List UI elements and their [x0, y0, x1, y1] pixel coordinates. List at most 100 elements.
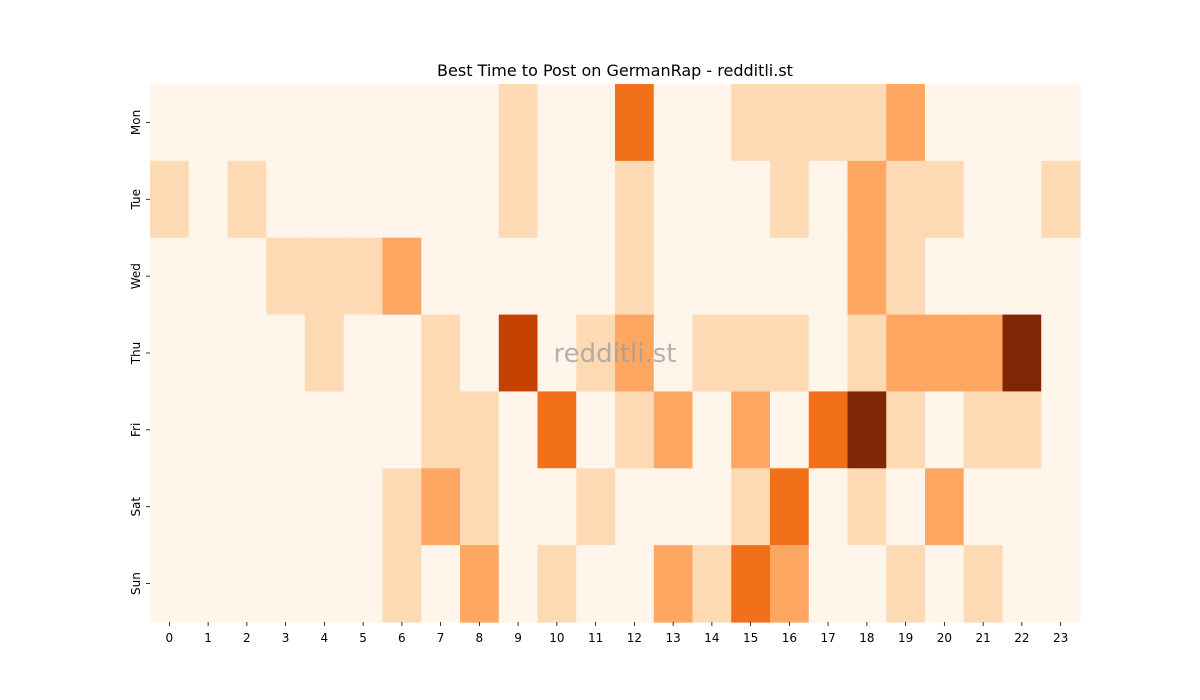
heatmap-cell-fri-0	[150, 391, 190, 469]
heatmap-cell-sun-16	[770, 545, 810, 623]
heatmap-cell-thu-22	[1002, 314, 1042, 393]
heatmap-cell-fri-20	[925, 391, 965, 469]
heatmap-cell-sun-5	[343, 545, 384, 623]
heatmap-cell-fri-11	[576, 391, 616, 469]
heatmap-cell-thu-17	[808, 314, 849, 393]
heatmap-cell-thu-1	[188, 314, 229, 393]
heatmap-cell-thu-19	[886, 314, 926, 393]
heatmap-cell-mon-21	[963, 84, 1004, 162]
heatmap-cell-sat-12	[615, 468, 655, 546]
heatmap-cell-fri-9	[498, 391, 539, 469]
x-axis: 0 1 2 3 4 5 6 7 8 9 10 11 12 13 14 15 16 17 18 19 20 21 22 23	[166, 622, 1068, 645]
x-tick-label: 20	[937, 631, 952, 645]
heatmap-cell-sun-18	[847, 545, 887, 623]
heatmap-cell-sat-4	[305, 468, 345, 546]
heatmap-cell-sat-0	[150, 468, 190, 546]
heatmap-cell-sun-8	[460, 545, 500, 623]
x-tick-label: 0	[166, 631, 174, 645]
heatmap-cell-wed-12	[615, 237, 655, 316]
heatmap-cell-sun-15	[731, 545, 771, 623]
heatmap-cell-mon-10	[537, 84, 577, 162]
heatmap-cell-mon-18	[847, 84, 887, 162]
heatmap-cell-tue-2	[227, 160, 267, 239]
x-tick-label: 14	[704, 631, 719, 645]
heatmap-cell-sat-14	[692, 468, 732, 546]
heatmap-cell-sat-20	[925, 468, 965, 546]
x-tick-label: 2	[243, 631, 251, 645]
heatmap-cell-thu-14	[692, 314, 732, 393]
x-tick-label: 11	[588, 631, 603, 645]
heatmap-cell-wed-13	[653, 237, 694, 316]
heatmap-cell-fri-2	[227, 391, 267, 469]
heatmap-cell-sat-16	[770, 468, 810, 546]
heatmap-cell-fri-17	[808, 391, 849, 469]
heatmap-cell-tue-17	[808, 160, 849, 239]
heatmap-cell-sat-2	[227, 468, 267, 546]
heatmap-cell-mon-12	[615, 84, 655, 162]
x-tick-label: 4	[321, 631, 329, 645]
heatmap-cell-sat-7	[421, 468, 461, 546]
heatmap-cell-fri-15	[731, 391, 771, 469]
heatmap-cell-thu-16	[770, 314, 810, 393]
heatmap-cell-sun-19	[886, 545, 926, 623]
heatmap-cell-thu-23	[1041, 314, 1081, 393]
heatmap-cell-tue-15	[731, 160, 771, 239]
heatmap-cell-wed-17	[808, 237, 849, 316]
y-tick-label: Wed	[129, 263, 143, 289]
heatmap-cell-fri-12	[615, 391, 655, 469]
heatmap-cell-tue-23	[1041, 160, 1081, 239]
x-tick-label: 5	[359, 631, 367, 645]
heatmap-cell-sat-6	[382, 468, 422, 546]
heatmap-cell-mon-19	[886, 84, 926, 162]
heatmap-cell-mon-14	[692, 84, 732, 162]
heatmap-cell-wed-5	[343, 237, 384, 316]
heatmap-cell-fri-14	[692, 391, 732, 469]
heatmap-cell-sun-3	[266, 545, 306, 623]
heatmap-cell-mon-17	[808, 84, 849, 162]
y-tick-label: Thu	[129, 342, 143, 366]
y-tick-label: Sun	[129, 572, 143, 595]
heatmap-cell-tue-0	[150, 160, 190, 239]
heatmap-cell-wed-7	[421, 237, 461, 316]
heatmap-cell-mon-13	[653, 84, 694, 162]
heatmap-cell-mon-5	[343, 84, 384, 162]
heatmap-cells	[150, 84, 1081, 623]
heatmap-cell-tue-8	[460, 160, 500, 239]
heatmap-cell-fri-23	[1041, 391, 1081, 469]
heatmap-cell-mon-3	[266, 84, 306, 162]
heatmap-cell-sat-15	[731, 468, 771, 546]
heatmap-cell-sun-2	[227, 545, 267, 623]
heatmap-cell-wed-18	[847, 237, 887, 316]
heatmap-cell-sun-11	[576, 545, 616, 623]
x-tick-label: 13	[665, 631, 680, 645]
heatmap-cell-thu-3	[266, 314, 306, 393]
heatmap-cell-tue-6	[382, 160, 422, 239]
heatmap-cell-wed-15	[731, 237, 771, 316]
heatmap-cell-sun-23	[1041, 545, 1081, 623]
x-tick-label: 18	[859, 631, 874, 645]
heatmap-cell-fri-8	[460, 391, 500, 469]
heatmap-cell-wed-11	[576, 237, 616, 316]
heatmap-cell-sat-5	[343, 468, 384, 546]
heatmap-cell-thu-20	[925, 314, 965, 393]
heatmap-cell-wed-16	[770, 237, 810, 316]
heatmap-cell-sat-10	[537, 468, 577, 546]
heatmap-cell-tue-22	[1002, 160, 1042, 239]
heatmap-cell-sat-18	[847, 468, 887, 546]
heatmap-cell-wed-14	[692, 237, 732, 316]
x-tick-label: 9	[514, 631, 522, 645]
x-tick-label: 16	[782, 631, 797, 645]
heatmap-cell-sun-14	[692, 545, 732, 623]
heatmap-cell-sat-9	[498, 468, 539, 546]
x-tick-label: 7	[437, 631, 445, 645]
heatmap-cell-sat-1	[188, 468, 229, 546]
heatmap-cell-fri-1	[188, 391, 229, 469]
heatmap-cell-thu-0	[150, 314, 190, 393]
heatmap-cell-thu-13	[653, 314, 694, 393]
y-tick-label: Sat	[129, 497, 143, 517]
heatmap-cell-wed-9	[498, 237, 539, 316]
heatmap-cell-tue-20	[925, 160, 965, 239]
heatmap-cell-sat-3	[266, 468, 306, 546]
heatmap-cell-mon-0	[150, 84, 190, 162]
heatmap-cell-fri-13	[653, 391, 694, 469]
